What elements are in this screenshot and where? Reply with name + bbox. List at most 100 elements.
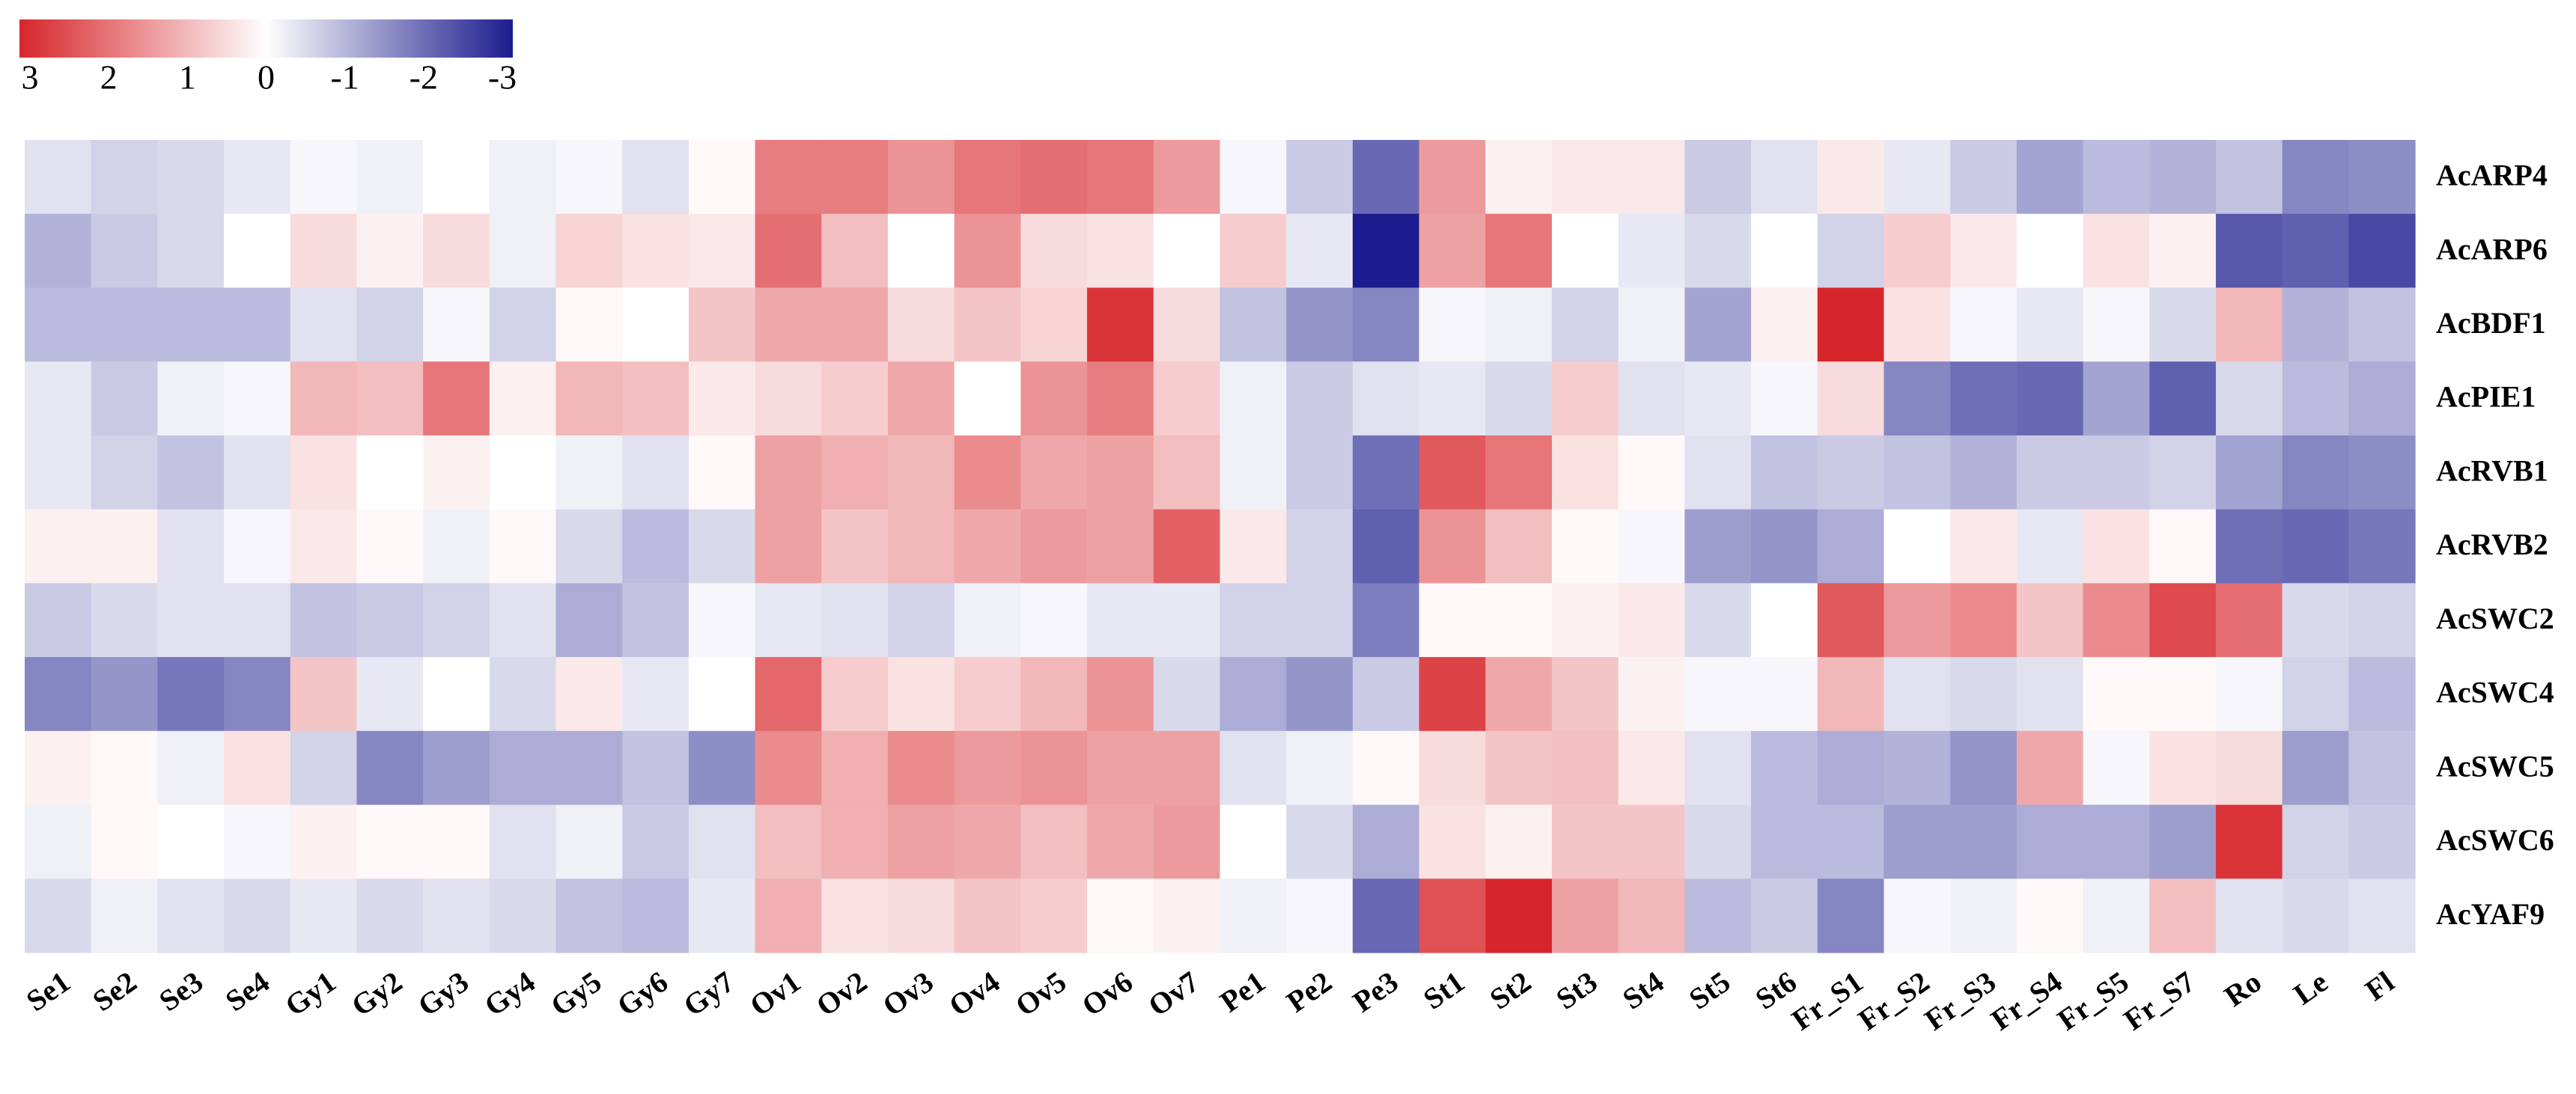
heatmap-cell bbox=[1020, 435, 1088, 510]
heatmap-cell bbox=[555, 509, 623, 584]
heatmap-cell bbox=[954, 435, 1022, 510]
heatmap-cell bbox=[821, 878, 889, 953]
heatmap-cell bbox=[1884, 140, 1951, 215]
heatmap-cell bbox=[2149, 213, 2217, 289]
heatmap-cell bbox=[1419, 657, 1486, 732]
heatmap-cell bbox=[25, 804, 92, 879]
heatmap-cell bbox=[2348, 509, 2416, 584]
heatmap-cell bbox=[1551, 435, 1619, 510]
heatmap-cell bbox=[2348, 361, 2416, 436]
heatmap-cell bbox=[755, 213, 822, 289]
heatmap-cell bbox=[1087, 730, 1154, 806]
heatmap-cell bbox=[2016, 730, 2084, 806]
heatmap-cell bbox=[755, 509, 822, 584]
heatmap-cell bbox=[2016, 361, 2084, 436]
heatmap-cell bbox=[489, 435, 557, 510]
heatmap-cell bbox=[1817, 213, 1885, 289]
column-label: St1 bbox=[1417, 965, 1470, 1016]
heatmap-cell bbox=[622, 730, 689, 806]
heatmap-cell bbox=[1153, 583, 1221, 658]
heatmap-cell bbox=[224, 730, 291, 806]
heatmap-cell bbox=[157, 878, 225, 953]
heatmap-cell bbox=[1950, 287, 2018, 362]
heatmap-cell bbox=[622, 509, 689, 584]
heatmap-cell bbox=[1485, 140, 1553, 215]
heatmap-cell bbox=[1817, 730, 1885, 806]
heatmap-cell bbox=[622, 287, 689, 362]
heatmap-cell bbox=[1087, 213, 1154, 289]
heatmap-cell bbox=[224, 287, 291, 362]
heatmap-cell bbox=[1950, 435, 2018, 510]
heatmap-cell bbox=[1618, 509, 1685, 584]
heatmap-cell bbox=[1684, 804, 1752, 879]
heatmap-cell bbox=[1751, 583, 1818, 658]
heatmap-cell bbox=[755, 140, 822, 215]
heatmap-cell bbox=[91, 878, 158, 953]
column-label: Pe1 bbox=[1214, 965, 1272, 1019]
heatmap-cell bbox=[290, 509, 358, 584]
heatmap-cell bbox=[25, 140, 92, 215]
column-label: St2 bbox=[1484, 965, 1537, 1016]
heatmap-cell bbox=[2348, 657, 2416, 732]
heatmap-cell bbox=[622, 804, 689, 879]
heatmap-cell bbox=[1817, 509, 1885, 584]
column-label: Pe2 bbox=[1280, 965, 1338, 1019]
row-label: AcSWC2 bbox=[2436, 602, 2554, 635]
heatmap-cell bbox=[2083, 583, 2150, 658]
heatmap-cell bbox=[1286, 657, 1354, 732]
heatmap-cell bbox=[25, 509, 92, 584]
heatmap-cell bbox=[1220, 657, 1287, 732]
heatmap-cell bbox=[1817, 657, 1885, 732]
heatmap-cell bbox=[489, 361, 557, 436]
heatmap-cell bbox=[1352, 361, 1420, 436]
column-label: Gy2 bbox=[345, 965, 408, 1023]
heatmap-cell bbox=[423, 657, 490, 732]
heatmap-cell bbox=[91, 509, 158, 584]
heatmap-cell bbox=[954, 657, 1022, 732]
heatmap-cell bbox=[25, 730, 92, 806]
heatmap-cell bbox=[91, 804, 158, 879]
heatmap-cell bbox=[489, 509, 557, 584]
heatmap-cell bbox=[1087, 657, 1154, 732]
heatmap-cell bbox=[2083, 804, 2150, 879]
column-label: Fr_S7 bbox=[2118, 965, 2201, 1037]
heatmap-cell bbox=[2215, 730, 2283, 806]
heatmap-cell bbox=[1485, 361, 1553, 436]
heatmap-cell bbox=[1020, 287, 1088, 362]
column-label: Ov7 bbox=[1142, 965, 1205, 1023]
heatmap-cell bbox=[1684, 583, 1752, 658]
heatmap-cell bbox=[2083, 361, 2150, 436]
heatmap-cell bbox=[1751, 361, 1818, 436]
heatmap-cell bbox=[224, 361, 291, 436]
heatmap-cell bbox=[1286, 509, 1354, 584]
heatmap-cell bbox=[888, 878, 955, 953]
heatmap-cell bbox=[1419, 287, 1486, 362]
heatmap-cell bbox=[2149, 361, 2217, 436]
heatmap-cell bbox=[555, 878, 623, 953]
heatmap-cell bbox=[2149, 657, 2217, 732]
heatmap-cell bbox=[1684, 878, 1752, 953]
heatmap-cell bbox=[1419, 140, 1486, 215]
heatmap-cell bbox=[2083, 287, 2150, 362]
heatmap-cell bbox=[2083, 657, 2150, 732]
heatmap-cell bbox=[1684, 287, 1752, 362]
heatmap-cell bbox=[1153, 657, 1221, 732]
column-label: Fr_S5 bbox=[2051, 965, 2134, 1037]
heatmap-cell bbox=[1884, 730, 1951, 806]
heatmap-cell bbox=[954, 583, 1022, 658]
heatmap-cell bbox=[1020, 140, 1088, 215]
heatmap-cell bbox=[2282, 657, 2349, 732]
heatmap-cell bbox=[2215, 140, 2283, 215]
heatmap-cell bbox=[1618, 361, 1685, 436]
colorbar-tick-label: -3 bbox=[488, 58, 517, 97]
heatmap-cell bbox=[356, 657, 424, 732]
heatmap-cell bbox=[224, 583, 291, 658]
heatmap-cell bbox=[1485, 878, 1553, 953]
heatmap-cell bbox=[1485, 287, 1553, 362]
heatmap-cell bbox=[356, 583, 424, 658]
heatmap-cell bbox=[1950, 583, 2018, 658]
heatmap-cell bbox=[356, 435, 424, 510]
heatmap-cell bbox=[489, 878, 557, 953]
heatmap-cell bbox=[290, 435, 358, 510]
heatmap-cell bbox=[2016, 509, 2084, 584]
